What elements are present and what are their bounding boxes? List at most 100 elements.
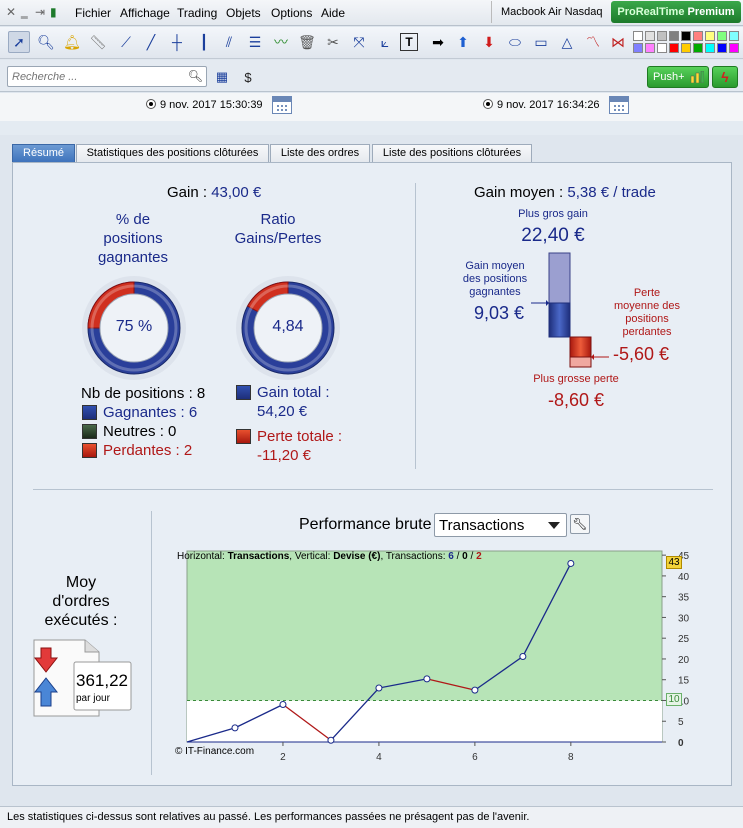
arrow-down-icon[interactable]: ⬇: [483, 33, 495, 50]
trash-icon[interactable]: 🗑︎: [298, 33, 316, 50]
push-button[interactable]: Push+: [647, 66, 709, 88]
menu-trading[interactable]: Trading: [177, 6, 218, 20]
ratio-value: 4,84: [272, 318, 304, 335]
color-swatch[interactable]: [645, 31, 655, 41]
trend-icon[interactable]: 〰: [274, 34, 288, 50]
perf-select[interactable]: Transactions: [434, 513, 567, 537]
color-swatch[interactable]: [657, 43, 667, 53]
start-radio[interactable]: [146, 99, 156, 109]
x-tick-label: 6: [472, 752, 478, 763]
zoom-icon[interactable]: 🔍︎: [37, 33, 55, 50]
start-date[interactable]: 9 nov. 2017 15:30:39: [146, 99, 263, 111]
calendar-icon[interactable]: [609, 96, 629, 114]
color-swatch[interactable]: [669, 31, 679, 41]
end-date[interactable]: 9 nov. 2017 16:34:26: [483, 99, 600, 111]
rectangle-icon[interactable]: ▭: [534, 33, 548, 50]
data-point: [375, 684, 383, 692]
tab-stats-closed[interactable]: Statistiques des positions clôturées: [76, 144, 269, 162]
donut-highlight: [90, 284, 178, 372]
line-icon[interactable]: ╱: [146, 33, 156, 50]
pct-winning-title: % de positions gagnantes: [83, 210, 183, 267]
color-swatch[interactable]: [681, 31, 691, 41]
flash-icon[interactable]: ϟ: [712, 66, 738, 88]
calendar-icon[interactable]: [272, 96, 292, 114]
segment-icon[interactable]: ⟋: [121, 33, 131, 50]
avg-loss-arrowhead: [591, 354, 594, 360]
pattern-icon[interactable]: ⋈: [611, 33, 625, 50]
avg-loss-label-line: positions: [625, 313, 669, 325]
color-swatch[interactable]: [681, 43, 691, 53]
color-swatch[interactable]: [633, 43, 643, 53]
color-swatch[interactable]: [693, 43, 703, 53]
header-sep: /: [453, 551, 463, 562]
color-swatch[interactable]: [633, 31, 643, 41]
menu-objets[interactable]: Objets: [226, 6, 261, 20]
menu-affichage[interactable]: Affichage: [120, 6, 170, 20]
color-swatch[interactable]: [729, 43, 739, 53]
search-icon[interactable]: 🔍︎: [187, 69, 203, 83]
header-win: 6: [448, 551, 454, 562]
tools-icon[interactable]: ✂: [327, 33, 339, 50]
avg-orders-title: Moy d'ordres exécutés :: [31, 573, 131, 630]
tab-order-list[interactable]: Liste des ordres: [270, 144, 370, 162]
tab-closed-positions[interactable]: Liste des positions clôturées: [372, 144, 532, 162]
color-swatch[interactable]: [669, 43, 679, 53]
wrench-icon[interactable]: 🔧︎: [570, 514, 590, 534]
avg-loss-label-line: perdantes: [622, 326, 672, 338]
tab-resume[interactable]: Résumé: [12, 144, 75, 162]
vertical-line-icon[interactable]: ┃: [199, 33, 209, 50]
pointer-icon[interactable]: ➚: [8, 31, 30, 53]
close-icon[interactable]: ✕: [6, 5, 17, 19]
color-swatch[interactable]: [693, 31, 703, 41]
angle-icon[interactable]: ⟀: [380, 33, 390, 50]
series-segment: [378, 678, 428, 689]
color-swatch[interactable]: [717, 31, 727, 41]
menu-aide[interactable]: Aide: [321, 6, 346, 20]
brand-pro: ProRealTime: [617, 6, 685, 18]
ratio-title: Ratio Gains/Pertes: [228, 210, 328, 248]
avg-win-label-line: Gain moyen: [465, 260, 525, 272]
alarm-bell-icon[interactable]: 🔔︎: [63, 33, 81, 50]
end-radio[interactable]: [483, 99, 493, 109]
drawing-toolbar: ➚ 🔍︎ 🔔︎ 📏︎ ⟋ ╱ ┼ ┃ ⫽ ☰ 〰 🗑︎ ✂ ⤧ ⟀ T ➡ ⬆ …: [0, 27, 743, 59]
search-input[interactable]: [8, 67, 183, 86]
portfolio-icon[interactable]: $: [244, 69, 252, 85]
screener-icon[interactable]: ▦: [215, 69, 229, 84]
ellipse-icon[interactable]: ⬭: [509, 33, 521, 50]
fibonacci-icon[interactable]: ☰: [248, 33, 262, 50]
color-swatch[interactable]: [717, 43, 727, 53]
channel-icon[interactable]: ⫽: [225, 33, 233, 50]
y-tick-label: 0: [678, 738, 684, 749]
horizontal-line-icon[interactable]: ┼: [172, 34, 182, 50]
fork-icon[interactable]: ⤧: [353, 33, 365, 50]
color-swatch[interactable]: [645, 43, 655, 53]
triangle-icon[interactable]: △: [561, 33, 573, 50]
ruler-icon[interactable]: 📏︎: [89, 33, 107, 50]
color-swatch[interactable]: [705, 43, 715, 53]
minimize-icon[interactable]: ‗: [21, 5, 28, 19]
arrow-up-icon[interactable]: ⬆: [457, 33, 469, 50]
y-tick-label: 10: [678, 696, 690, 707]
pin-icon[interactable]: ⇥: [35, 5, 46, 19]
pct-winning-value: 75 %: [115, 318, 153, 335]
instrument-name[interactable]: Macbook Air Nasdaq: [491, 1, 607, 23]
menu-options[interactable]: Options: [271, 6, 313, 20]
zigzag-icon[interactable]: 〽: [586, 34, 600, 50]
menu-fichier[interactable]: Fichier: [75, 6, 112, 20]
header-h-val: Transactions: [227, 551, 290, 562]
pct-winning-donut: [82, 276, 186, 380]
arrow-right-icon[interactable]: ➡: [432, 33, 444, 50]
avg-gain-label: Gain moyen :: [474, 184, 568, 201]
total-loss-swatch: [236, 429, 251, 444]
avg-gain-arrowhead: [546, 300, 549, 306]
brand-premium: Premium: [687, 6, 735, 18]
x-tick-label: 4: [376, 752, 382, 763]
text-icon[interactable]: T: [400, 33, 418, 51]
color-swatch[interactable]: [657, 31, 667, 41]
summary-panel: Gain : 43,00 € % de positions gagnantes …: [12, 162, 732, 786]
push-label: Push+: [653, 71, 685, 83]
color-swatch[interactable]: [729, 31, 739, 41]
color-swatch[interactable]: [705, 31, 715, 41]
orders-card: [33, 639, 132, 717]
series-segment: [186, 727, 236, 743]
